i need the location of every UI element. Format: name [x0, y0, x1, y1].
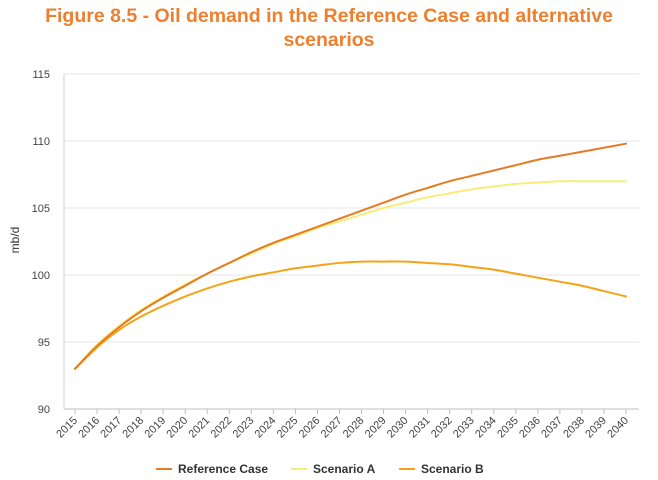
x-tick-label-2028: 2028 [341, 415, 367, 441]
y-axis-label: mb/d [8, 227, 22, 254]
x-tick-label-2017: 2017 [98, 415, 124, 441]
y-tick-label-105: 105 [32, 203, 50, 215]
x-tick-label-2030: 2030 [385, 415, 411, 441]
gridlines [64, 73, 639, 343]
x-tick-label-2037: 2037 [539, 415, 565, 441]
x-tick-label-2035: 2035 [495, 415, 521, 441]
series-line-scenario-b [74, 260, 627, 370]
y-tick-label-95: 95 [38, 337, 50, 349]
x-tick-label-2019: 2019 [142, 415, 168, 441]
x-tick-label-2026: 2026 [297, 415, 323, 441]
y-tick-label-90: 90 [38, 404, 50, 416]
legend-label-reference-case: Reference Case [178, 462, 268, 476]
x-tick-label-2024: 2024 [253, 415, 279, 441]
legend: Reference Case Scenario A Scenario B [156, 462, 484, 476]
x-tick-label-2039: 2039 [583, 415, 609, 441]
x-tick-labels: 2015201620172018201920202021202220232024… [54, 409, 631, 440]
series-line-reference-case [74, 142, 627, 370]
axes [63, 74, 639, 410]
x-tick-label-2023: 2023 [231, 415, 257, 441]
x-tick-label-2032: 2032 [429, 415, 455, 441]
x-tick-label-2022: 2022 [209, 415, 235, 441]
x-tick-label-2015: 2015 [54, 415, 80, 441]
legend-label-scenario-a: Scenario A [313, 462, 376, 476]
x-tick-label-2029: 2029 [363, 415, 389, 441]
chart-title: Figure 8.5 - Oil demand in the Reference… [0, 4, 658, 52]
chart-title-line-1: Figure 8.5 - Oil demand in the Reference… [45, 5, 613, 27]
x-tick-label-2021: 2021 [187, 415, 213, 441]
series-line-scenario-a [74, 180, 627, 370]
x-tick-label-2031: 2031 [407, 415, 433, 441]
y-tick-label-110: 110 [32, 136, 50, 148]
y-tick-label-100: 100 [32, 270, 50, 282]
x-tick-label-2018: 2018 [120, 415, 146, 441]
x-tick-label-2038: 2038 [561, 415, 587, 441]
legend-label-scenario-b: Scenario B [421, 462, 484, 476]
x-tick-label-2020: 2020 [165, 415, 191, 441]
x-tick-label-2033: 2033 [451, 415, 477, 441]
y-tick-labels: 90 95 100 105 110 115 [32, 69, 50, 416]
x-tick-label-2016: 2016 [76, 415, 102, 441]
x-tick-label-2036: 2036 [517, 415, 543, 441]
series-lines [74, 142, 627, 370]
chart-title-line-2: scenarios [283, 29, 375, 51]
x-tick-label-2025: 2025 [275, 415, 301, 441]
y-tick-label-115: 115 [32, 69, 50, 81]
x-tick-label-2034: 2034 [473, 415, 499, 441]
x-tick-label-2027: 2027 [319, 415, 345, 441]
x-tick-label-2040: 2040 [605, 415, 631, 441]
